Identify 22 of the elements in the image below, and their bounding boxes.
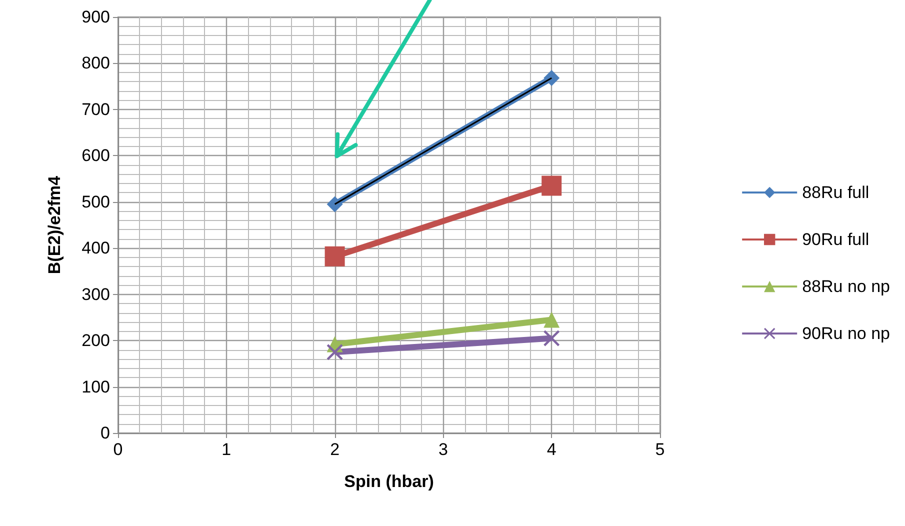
y-tick-label: 300 <box>82 284 110 304</box>
y-tick-label: 0 <box>100 424 110 442</box>
x-axis-title: Spin (hbar) <box>344 472 434 491</box>
legend-label: 90Ru no np <box>802 324 890 343</box>
x-tick-label: 2 <box>330 440 340 459</box>
y-tick-label: 400 <box>82 238 110 258</box>
y-tick-label: 600 <box>82 146 110 166</box>
legend-label: 90Ru full <box>802 230 870 249</box>
y-tick-label: 900 <box>82 8 110 26</box>
y-tick-label: 800 <box>82 54 110 73</box>
x-tick-label: 3 <box>438 440 448 459</box>
y-tick-label: 500 <box>82 192 110 212</box>
legend-label: 88Ru full <box>802 183 870 202</box>
x-tick-label: 4 <box>546 440 556 459</box>
y-tick-label: 700 <box>82 100 110 119</box>
x-tick-label: 5 <box>655 440 665 459</box>
y-tick-label: 200 <box>82 331 110 350</box>
x-tick-label: 1 <box>222 440 232 459</box>
y-axis-title: B(E2)/e2fm4 <box>45 175 64 274</box>
y-tick-label: 100 <box>82 377 110 396</box>
x-tick-label: 0 <box>113 440 123 459</box>
legend-label: 88Ru no np <box>802 277 890 296</box>
